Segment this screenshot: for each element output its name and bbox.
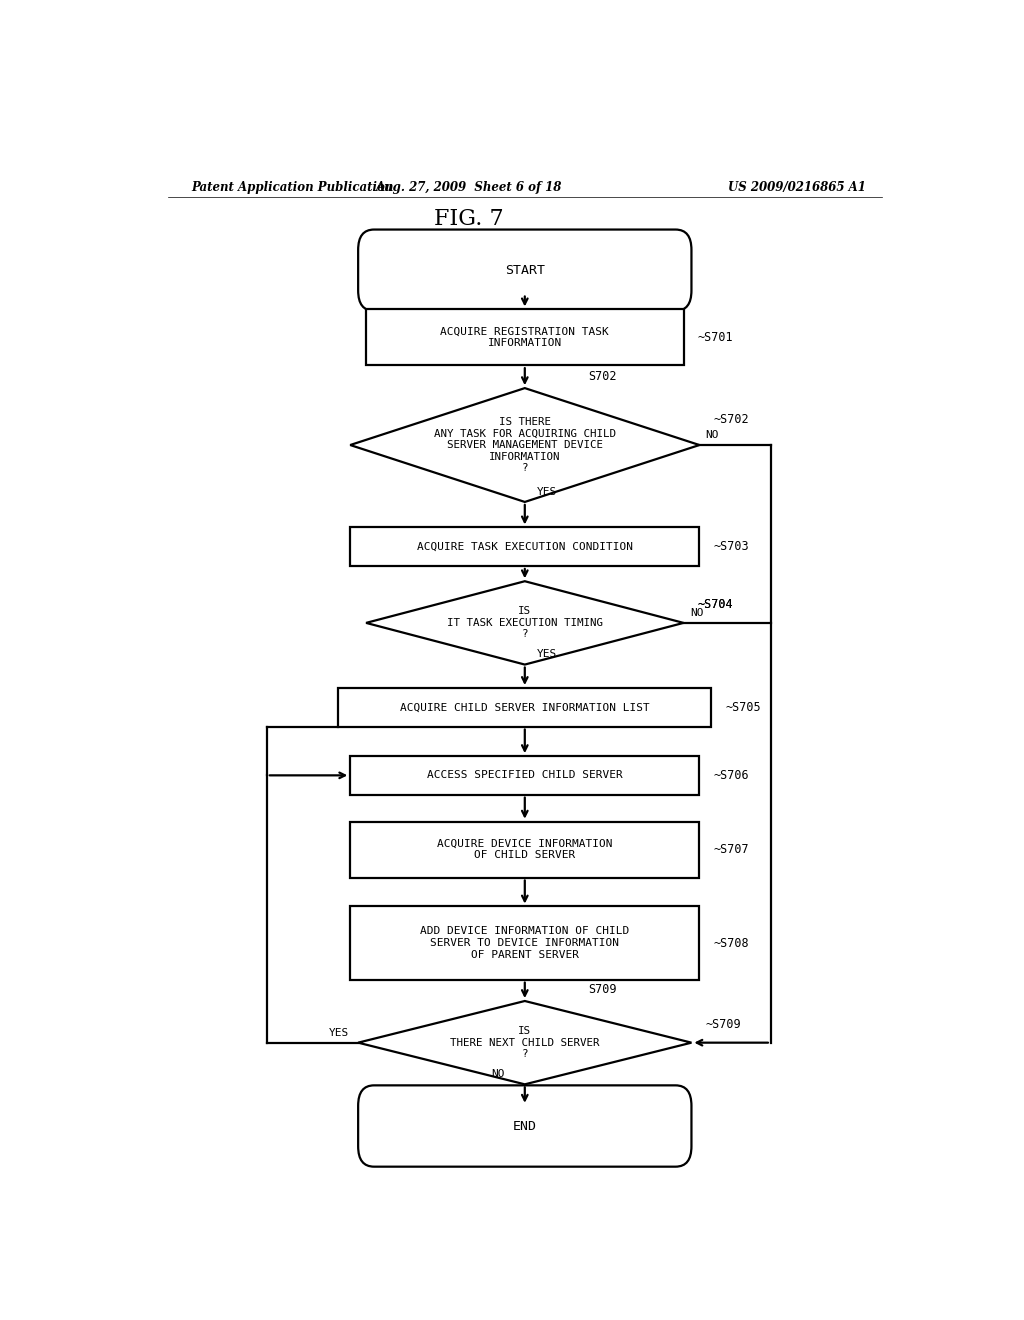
Text: S702: S702 (588, 370, 616, 383)
Text: ~S704: ~S704 (697, 598, 733, 611)
Text: IS THERE
ANY TASK FOR ACQUIRING CHILD
SERVER MANAGEMENT DEVICE
INFORMATION
?: IS THERE ANY TASK FOR ACQUIRING CHILD SE… (434, 417, 615, 474)
Text: YES: YES (537, 649, 557, 660)
Text: ACQUIRE TASK EXECUTION CONDITION: ACQUIRE TASK EXECUTION CONDITION (417, 541, 633, 552)
Polygon shape (358, 1001, 691, 1084)
Text: ~S708: ~S708 (714, 937, 750, 949)
FancyBboxPatch shape (358, 230, 691, 312)
FancyBboxPatch shape (358, 1085, 691, 1167)
Text: NO: NO (690, 607, 703, 618)
Text: ~S709: ~S709 (706, 1018, 741, 1031)
Text: END: END (513, 1119, 537, 1133)
Text: ~S707: ~S707 (714, 843, 750, 857)
Text: NO: NO (492, 1069, 505, 1080)
Text: Patent Application Publication: Patent Application Publication (191, 181, 394, 194)
Text: YES: YES (537, 487, 557, 496)
Text: START: START (505, 264, 545, 277)
Text: ~S703: ~S703 (714, 540, 750, 553)
Text: ACQUIRE REGISTRATION TASK
INFORMATION: ACQUIRE REGISTRATION TASK INFORMATION (440, 326, 609, 348)
Text: ACQUIRE DEVICE INFORMATION
OF CHILD SERVER: ACQUIRE DEVICE INFORMATION OF CHILD SERV… (437, 838, 612, 861)
Text: ACCESS SPECIFIED CHILD SERVER: ACCESS SPECIFIED CHILD SERVER (427, 771, 623, 780)
Text: ~S705: ~S705 (726, 701, 761, 714)
Text: ACQUIRE CHILD SERVER INFORMATION LIST: ACQUIRE CHILD SERVER INFORMATION LIST (400, 702, 649, 713)
Bar (350, 907, 699, 979)
Text: S709: S709 (588, 983, 616, 995)
Text: Aug. 27, 2009  Sheet 6 of 18: Aug. 27, 2009 Sheet 6 of 18 (376, 181, 562, 194)
Text: IS
IT TASK EXECUTION TIMING
?: IS IT TASK EXECUTION TIMING ? (446, 606, 603, 639)
Text: ADD DEVICE INFORMATION OF CHILD
SERVER TO DEVICE INFORMATION
OF PARENT SERVER: ADD DEVICE INFORMATION OF CHILD SERVER T… (420, 927, 630, 960)
Text: ~S702: ~S702 (714, 413, 750, 426)
Text: FIG. 7: FIG. 7 (434, 209, 504, 231)
Bar (367, 309, 684, 366)
Text: ~S701: ~S701 (697, 331, 733, 343)
Polygon shape (350, 388, 699, 502)
Polygon shape (367, 581, 684, 664)
Text: IS
THERE NEXT CHILD SERVER
?: IS THERE NEXT CHILD SERVER ? (451, 1026, 599, 1059)
Text: NO: NO (706, 430, 719, 440)
Text: YES: YES (329, 1027, 348, 1038)
Bar (350, 528, 699, 566)
Bar (350, 821, 699, 878)
Text: US 2009/0216865 A1: US 2009/0216865 A1 (728, 181, 866, 194)
Text: ~S704: ~S704 (697, 598, 733, 611)
Text: ~S706: ~S706 (714, 768, 750, 781)
Bar (338, 688, 712, 726)
Bar (350, 756, 699, 795)
